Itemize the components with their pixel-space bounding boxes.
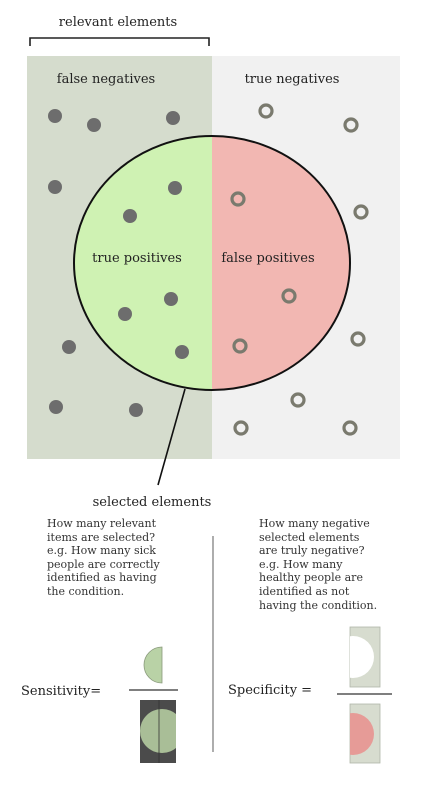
sensitivity-description-line: items are selected? (47, 530, 156, 544)
relevant-dot (164, 292, 178, 306)
selected-pointer-line (157, 388, 186, 486)
specificity-description-line: How many negative (259, 517, 370, 530)
specificity-numerator-circle (350, 636, 374, 678)
irrelevant-dot (342, 420, 358, 436)
sensitivity-denominator-circle (140, 709, 176, 753)
relevant-dot (118, 307, 132, 321)
false-negatives-label: false negatives (57, 72, 155, 87)
irrelevant-dots (230, 103, 369, 436)
selected-elements-label: selected elements (93, 495, 212, 510)
true-positives-label: true positives (92, 251, 182, 266)
false-positives-label: false positives (221, 251, 314, 266)
sensitivity-description-line: e.g. How many sick (47, 544, 156, 558)
specificity-description-line: e.g. How many (259, 557, 343, 571)
relevant-dot (87, 118, 101, 132)
relevant-elements-label: relevant elements (59, 15, 177, 30)
sensitivity-description: How many relevant items are selected? e.… (47, 517, 207, 599)
specificity-description-line: healthy people are (259, 571, 363, 585)
specificity-description-line: selected elements (259, 530, 360, 544)
relevant-dot (175, 345, 189, 359)
relevant-dot (166, 111, 180, 125)
specificity-description-line: identified as not (259, 584, 350, 598)
relevant-dot (123, 209, 137, 223)
sensitivity-numerator-icon (143, 646, 163, 684)
irrelevant-dot (233, 420, 249, 436)
false-positive-half (212, 136, 350, 390)
relevant-dots (48, 109, 189, 417)
irrelevant-dot (350, 331, 366, 347)
true-positive-half (74, 136, 212, 390)
selection-circle (73, 135, 351, 391)
irrelevant-dot (281, 288, 297, 304)
specificity-description: How many negative selected elements are … (259, 517, 419, 612)
sensitivity-description-line: the condition. (47, 584, 125, 598)
sensitivity-description-line: people are correctly (47, 557, 160, 571)
sensitivity-description-line: How many relevant (47, 517, 156, 530)
true-negatives-label: true negatives (245, 72, 340, 87)
relevant-dot (49, 400, 63, 414)
irrelevant-dot (290, 392, 306, 408)
specificity-label: Specificity = (228, 683, 312, 698)
irrelevant-dot (258, 103, 274, 119)
relevant-bracket (29, 37, 210, 46)
specificity-description-line: having the condition. (259, 598, 378, 612)
relevant-dot (168, 181, 182, 195)
relevant-dot (48, 109, 62, 123)
irrelevant-dot (230, 191, 246, 207)
irrelevant-dot (232, 338, 248, 354)
relevant-dot (62, 340, 76, 354)
irrelevant-dot (343, 117, 359, 133)
sensitivity-label: Sensitivity= (21, 684, 101, 699)
relevant-dot (129, 403, 143, 417)
specificity-description-line: are truly negative? (259, 544, 365, 558)
sensitivity-description-line: identified as having (47, 571, 157, 585)
irrelevant-dot (353, 204, 369, 220)
relevant-dot (48, 180, 62, 194)
specificity-denominator-circle (350, 713, 374, 755)
